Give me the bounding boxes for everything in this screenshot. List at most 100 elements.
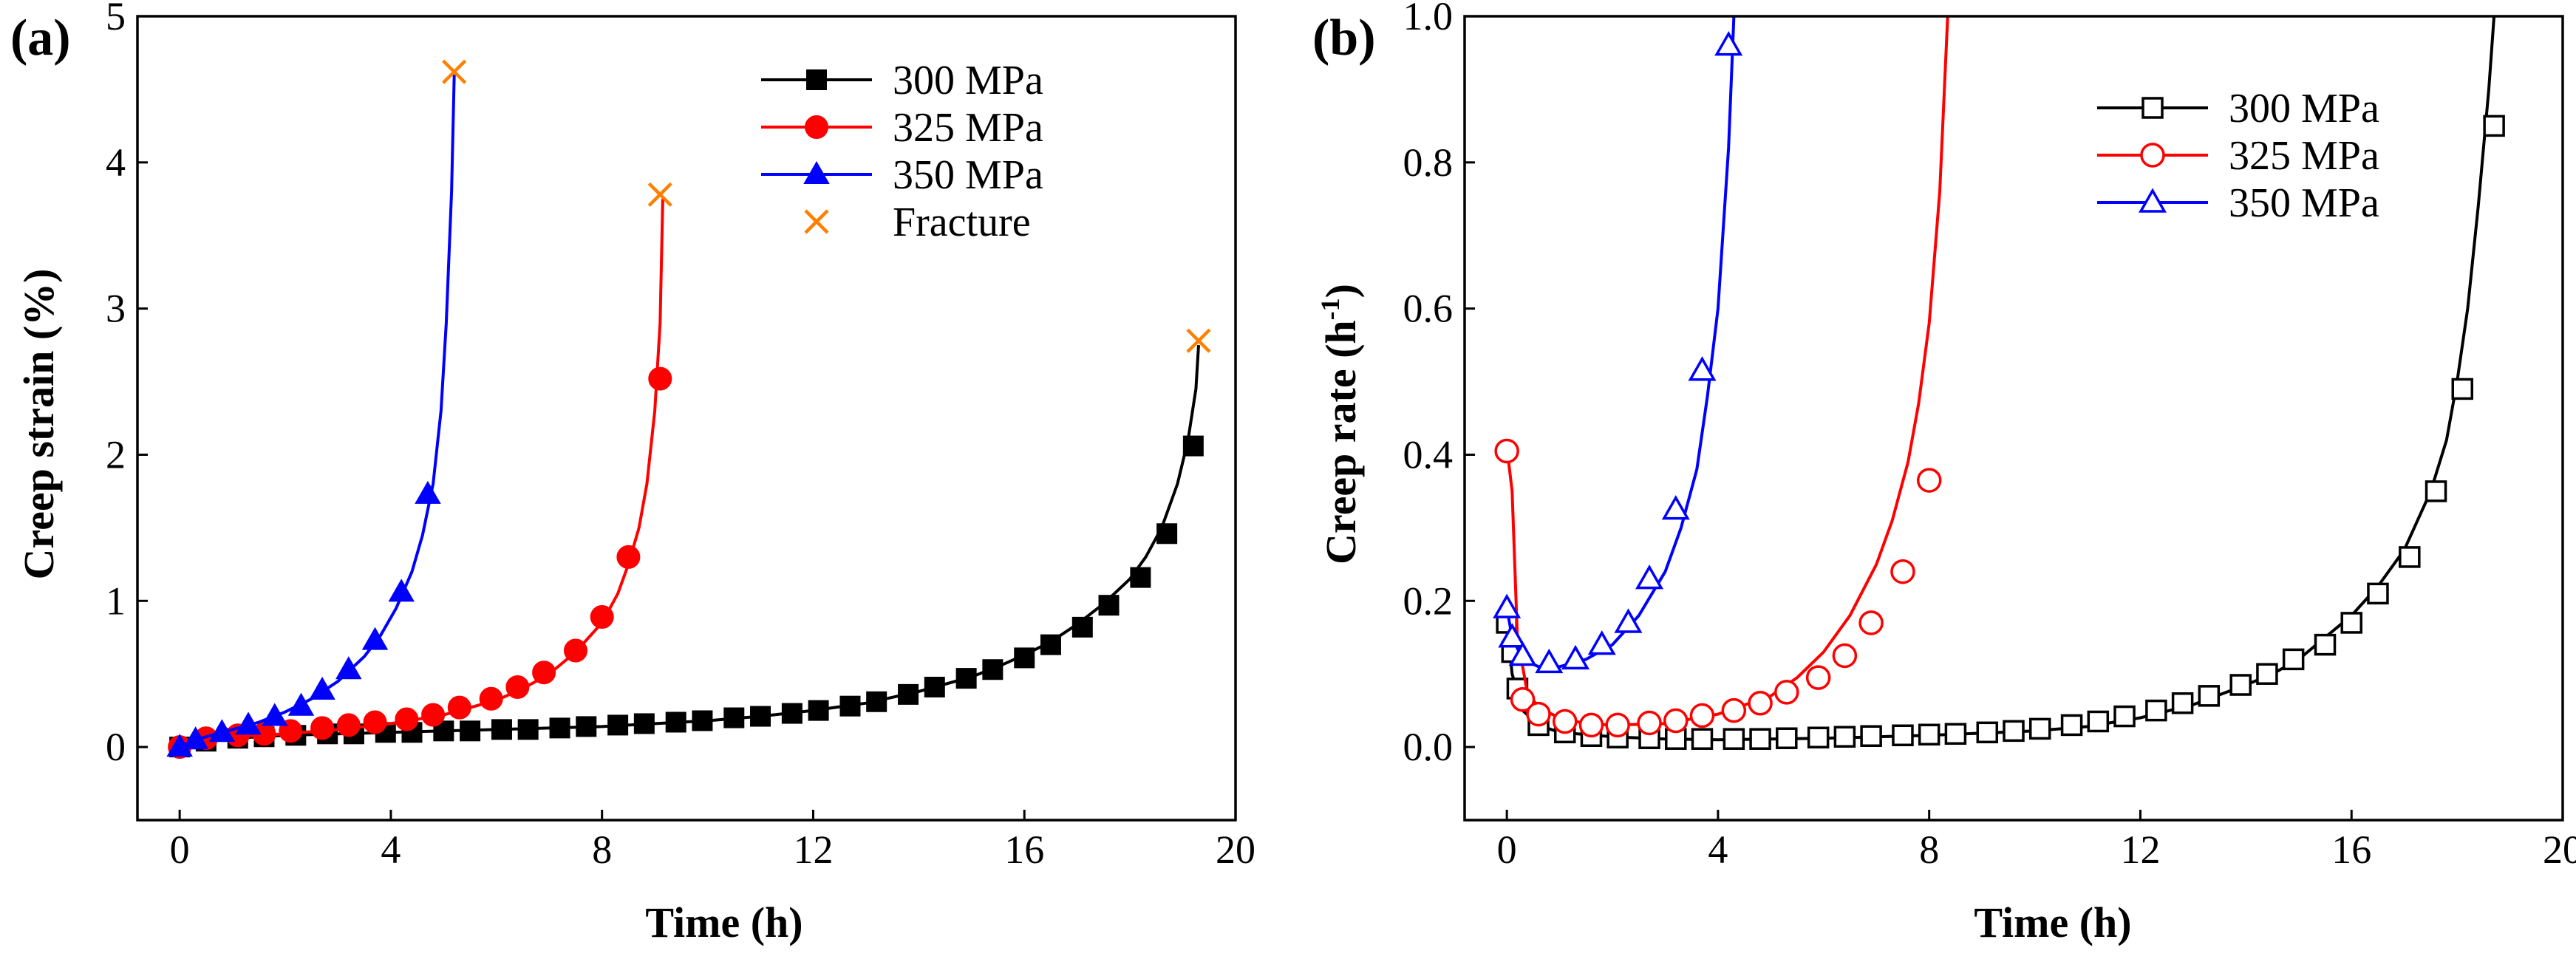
panel-b-legend-325-mpa-marker [2140,143,2165,168]
panel-b-series-325-mpa-point [1689,703,1715,728]
panel-a-x-tick-label: 8 [592,827,612,872]
panel-b-series-300-mpa-point [1860,725,1882,748]
panel-a-series-300-mpa-point [723,707,745,728]
panel-b-series-325-mpa-point [1774,680,1799,705]
panel-a-series-300-mpa-point [955,668,977,689]
panel-b-series-300-mpa-point [2113,705,2136,728]
panel-b-series-300-mpa-point [2028,717,2051,740]
panel-a-series-325-mpa-point [395,707,419,731]
panel-a-series-300-mpa-point [1071,616,1093,638]
panel-b-series-300-mpa-point [2314,633,2337,656]
panel-a-series-325-mpa-point [336,713,361,737]
panel-b-series-300-mpa-point [2087,710,2110,733]
panel-a-x-tick-label: 16 [1004,827,1044,872]
panel-b-y-axis-title: Creep rate (h-1) [1315,284,1365,564]
panel-a-series-325-mpa-point [616,545,641,569]
panel-b-series-300-mpa-point [1749,728,1771,750]
panel-a-series-325-mpa-point [532,661,556,685]
panel-a-y-tick-label: 5 [106,0,126,38]
panel-a-series-325-mpa-point [363,710,387,734]
panel-b-x-axis-title: Time (h) [1974,898,2131,946]
panel-b-y-axis-title-prefix: Creep rate (h [1317,320,1365,564]
panel-b-y-tick-label: 0.8 [1403,140,1454,185]
panel-b-series-325-mpa-point [1832,643,1858,669]
panel-b-legend-300-mpa-marker [2141,97,2164,119]
panel-a-series-350-mpa-point [208,719,236,743]
panel-a-x-tick-label: 4 [381,827,401,872]
panel-b-legend-300-mpa-label: 300 MPa [2229,86,2379,132]
panel-a-legend-325-mpa-label: 325 MPa [893,105,1043,151]
panel-a-y-tick-label: 4 [106,140,126,185]
panel-b-series-325-mpa-point [1805,665,1831,690]
panel-b-series-325-mpa-point [1721,697,1747,723]
panel-b-series-300-mpa-point [1723,728,1745,750]
panel-b-series-300-mpa-point [2282,648,2305,671]
panel-a-series-300-mpa-point [491,719,512,740]
panel-b-x-tick-label: 0 [1497,827,1517,872]
panel-a-series-350-mpa-point [415,480,441,504]
panel-a-x-tick-label: 12 [793,827,833,872]
panel-b-series-300-mpa-point [1691,728,1714,750]
panel-b-y-tick-label: 1.0 [1403,0,1454,38]
panel-b-legend-350-mpa-marker [2138,188,2167,213]
panel-a-series-300-mpa-point [607,714,629,736]
panel-b-series-350-mpa-point [1498,623,1527,648]
panel-a-series-300-mpa-point [750,706,771,727]
panel-a-series-350-mpa-point [287,692,315,716]
panel-b-series-300-mpa-point [2399,546,2421,568]
panel-b-series-325-mpa-point [1890,559,1915,584]
panel-b-series-300-mpa-point [2451,378,2474,400]
panel-a-legend-300-mpa-label: 300 MPa [893,58,1043,103]
panel-a-series-300-mpa-point [924,676,945,697]
panel-a-legend-fracture-marker [804,209,829,234]
panel-b-series-350-mpa-point [1493,593,1522,618]
panel-a-series-300-mpa-point [898,683,919,705]
panel-b-series-325-mpa-point [1578,712,1604,738]
panel-a-series-300-mpa-point [665,711,686,733]
panel-b-series-300-mpa-point [1976,721,1999,744]
panel-a-series-group [166,75,1204,760]
panel-b-series-300-mpa-point [2340,612,2362,634]
panel-a-series-300-mpa-line [179,344,1200,748]
panel-b-series-325-mpa-point [1494,438,1519,464]
panel-b-series-300-mpa-point [1776,727,1798,749]
panel-b-legend-350-mpa-label: 350 MPa [2229,180,2379,226]
panel-b-legend-325-mpa-label: 325 MPa [2229,133,2379,179]
panel-b-series-300-mpa-point [2060,714,2083,737]
panel-b-series-300-mpa-point [2367,582,2389,605]
panel-b-series-300-mpa-point [2425,480,2447,502]
panel-b-series-300-mpa-point [2145,699,2167,722]
panel-a-series-325-mpa-point [590,605,614,629]
panel-a-y-tick-label: 2 [106,432,126,477]
panel-b-series-325-mpa-point [1748,690,1773,716]
panel-a-label: (a) [10,10,71,66]
panel-a-series-350-mpa-point [361,627,389,650]
panel-a-series-325-mpa-point [505,675,530,699]
panel-b-y-axis-title-suffix: ) [1317,284,1365,298]
panel-b-series-300-mpa-point [1918,723,1940,746]
panel-b-y-tick-label: 0.6 [1403,287,1454,331]
panel-a-series-350-mpa-point [182,726,209,750]
panel-a-series-300-mpa-point [839,695,861,717]
panel-a-legend-325-mpa-marker [805,115,828,139]
panel-b-x-tick-label: 12 [2120,827,2160,872]
panel-b-series-300-mpa-point [2171,692,2194,714]
panel-a-series-350-mpa-point [335,656,362,680]
panel-b-y-tick-label: 0.4 [1403,432,1454,477]
panel-b-series-300-mpa-point [1807,726,1830,748]
panel-a-series-300-mpa-point [1040,634,1061,655]
panel-a-series-325-mpa-line [179,199,664,748]
panel-a-x-axis-title: Time (h) [645,898,803,946]
panel-a-series-300-mpa-point [1130,567,1151,588]
panel-b-series-300-mpa-point [2256,663,2278,685]
panel-a-fracture-point [1186,328,1211,353]
panel-b-series-350-mpa-point [1587,630,1616,655]
panel-b-series-300-mpa-point [2198,685,2221,707]
panel-b-series-325-mpa-point [1663,708,1689,734]
panel-b-series-350-mpa-point [1508,641,1537,666]
panel-b-series-350-mpa-point [1561,644,1590,670]
